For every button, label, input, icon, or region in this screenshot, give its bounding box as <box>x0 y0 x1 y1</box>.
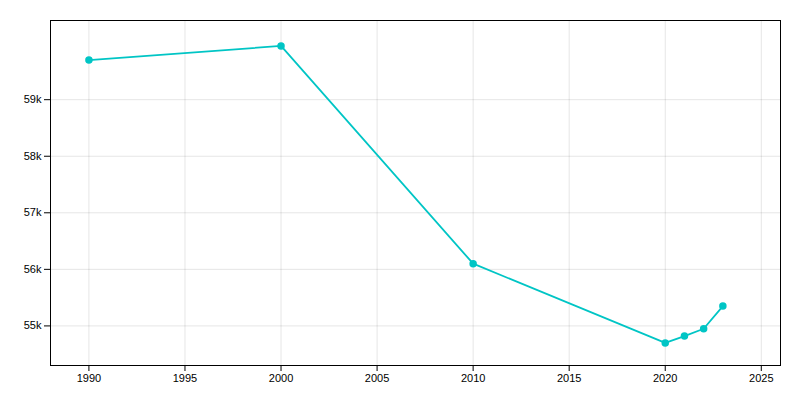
svg-text:58k: 58k <box>24 150 42 162</box>
svg-text:1990: 1990 <box>77 372 101 384</box>
svg-text:2025: 2025 <box>749 372 773 384</box>
svg-text:2010: 2010 <box>461 372 485 384</box>
svg-text:1995: 1995 <box>173 372 197 384</box>
svg-text:2005: 2005 <box>365 372 389 384</box>
svg-text:57k: 57k <box>24 206 42 218</box>
svg-text:2020: 2020 <box>653 372 677 384</box>
svg-text:59k: 59k <box>24 93 42 105</box>
svg-text:2000: 2000 <box>269 372 293 384</box>
svg-text:56k: 56k <box>24 263 42 275</box>
svg-text:55k: 55k <box>24 319 42 331</box>
svg-text:2015: 2015 <box>557 372 581 384</box>
